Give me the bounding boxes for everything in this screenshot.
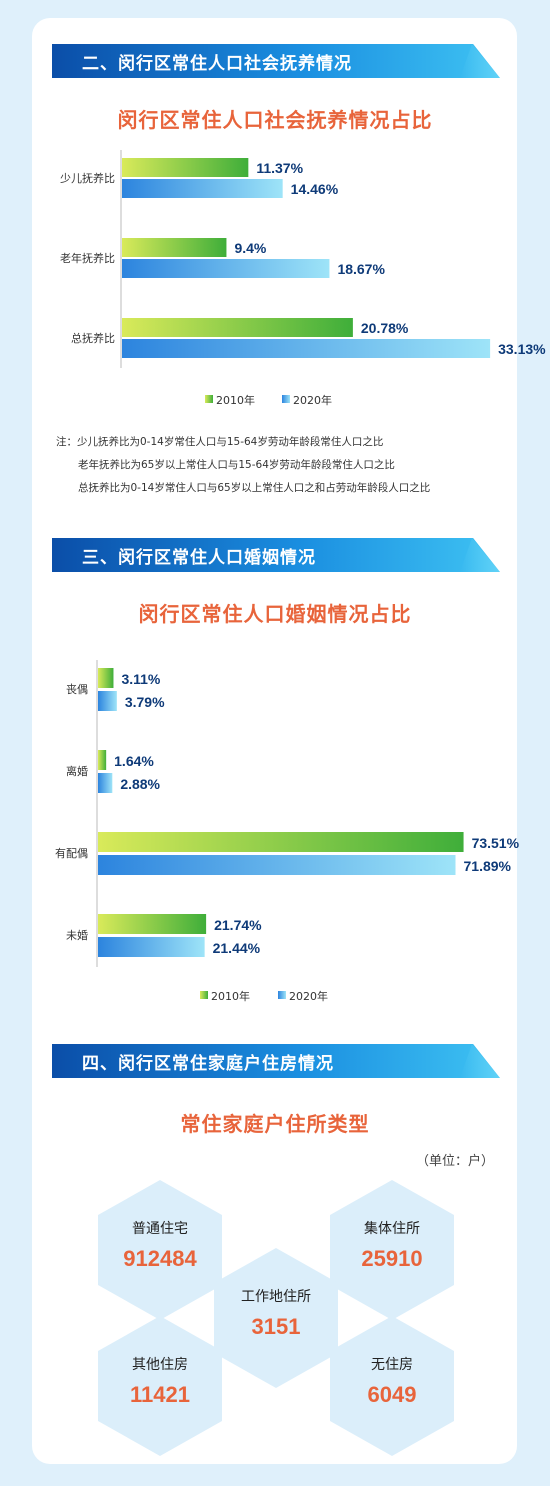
value-label: 33.13%	[498, 341, 546, 357]
note-line-2: 老年抚养比为65岁以上常住人口与15-64岁劳动年龄段常住人口之比	[78, 459, 395, 471]
housing-label: 集体住所	[364, 1221, 420, 1237]
category-label: 少儿抚养比	[60, 171, 115, 185]
legend-label: 2020年	[289, 989, 328, 1003]
legend-swatch-2020	[282, 395, 290, 403]
housing-label: 无住房	[371, 1357, 413, 1373]
note-line-1: 注：少儿抚养比为0-14岁常住人口与15-64岁劳动年龄段常住人口之比	[56, 436, 384, 448]
value-label: 11.37%	[256, 160, 303, 176]
chart-title-housing: 常住家庭户住所类型	[180, 1112, 370, 1136]
category-label: 总抚养比	[71, 331, 115, 345]
category-label: 有配偶	[55, 846, 88, 860]
bar-2010	[98, 914, 207, 934]
bar-2020	[122, 339, 491, 358]
value-label: 9.4%	[234, 240, 266, 256]
housing-value: 11421	[130, 1382, 190, 1407]
category-label: 丧偶	[66, 683, 88, 696]
bar-2020	[122, 259, 330, 278]
legend-swatch-2010	[205, 395, 213, 403]
unit-label: （单位：户）	[415, 1154, 494, 1169]
value-label: 71.89%	[464, 858, 512, 874]
housing-value: 912484	[123, 1246, 197, 1271]
category-label: 离婚	[66, 764, 88, 778]
value-label: 21.44%	[213, 940, 261, 956]
housing-label: 其他住房	[132, 1357, 188, 1373]
value-label: 73.51%	[472, 835, 520, 851]
bar-2010	[122, 238, 227, 257]
value-label: 21.74%	[214, 917, 262, 933]
section-banner-marriage: 三、闵行区常住人口婚姻情况	[52, 538, 500, 572]
value-label: 3.11%	[121, 671, 160, 687]
housing-value: 3151	[251, 1314, 301, 1339]
category-label: 未婚	[66, 928, 88, 942]
chart-title-marriage: 闵行区常住人口婚姻情况占比	[138, 602, 412, 626]
bar-2020	[122, 179, 283, 198]
bar-2010	[98, 832, 464, 852]
housing-hex-collective: 集体住所 25910	[330, 1180, 454, 1320]
bar-2010	[122, 318, 353, 337]
section-banner-text: 四、闵行区常住家庭户住房情况	[82, 1053, 334, 1074]
dependency-ratio-chart: 少儿抚养比 11.37% 14.46% 老年抚养比 9.4% 18.67% 总抚养比 20.7…	[60, 150, 546, 407]
legend-label: 2020年	[293, 393, 332, 407]
housing-hex-other: 其他住房 11421	[98, 1316, 222, 1456]
bar-2020	[98, 937, 205, 957]
bar-2010	[98, 668, 114, 688]
legend-label: 2010年	[211, 989, 250, 1003]
value-label: 20.78%	[361, 320, 409, 336]
housing-value: 25910	[361, 1246, 423, 1271]
value-label: 18.67%	[337, 261, 385, 277]
value-label: 1.64%	[114, 753, 154, 769]
note-line-3: 总抚养比为0-14岁常住人口与65岁以上常住人口之和占劳动年龄段人口之比	[78, 482, 431, 494]
housing-hex-none: 无住房 6049	[330, 1316, 454, 1456]
bar-2020	[98, 773, 113, 793]
section-banner-text: 二、闵行区常住人口社会抚养情况	[82, 53, 352, 74]
marital-status-chart: 丧偶 3.11% 3.79% 离婚 1.64% 2.88% 有配偶 73.51% 71.89% 未…	[55, 660, 520, 1003]
category-label: 老年抚养比	[60, 251, 115, 265]
housing-label: 工作地住所	[241, 1289, 311, 1305]
value-label: 14.46%	[291, 181, 339, 197]
bar-2020	[98, 855, 456, 875]
section-banner-dependency: 二、闵行区常住人口社会抚养情况	[52, 44, 500, 78]
legend-label: 2010年	[216, 393, 255, 407]
value-label: 2.88%	[120, 776, 160, 792]
chart-title-dependency: 闵行区常住人口社会抚养情况占比	[117, 108, 433, 132]
bar-2020	[98, 691, 117, 711]
housing-label: 普通住宅	[132, 1221, 188, 1237]
legend-swatch-2010	[200, 991, 208, 999]
section-banner-text: 三、闵行区常住人口婚姻情况	[82, 547, 316, 568]
section-banner-housing: 四、闵行区常住家庭户住房情况	[52, 1044, 500, 1078]
bar-2010	[98, 750, 107, 770]
value-label: 3.79%	[125, 694, 165, 710]
legend-swatch-2020	[278, 991, 286, 999]
housing-hex-ordinary: 普通住宅 912484	[98, 1180, 222, 1320]
bar-2010	[122, 158, 249, 177]
housing-hex-workplace: 工作地住所 3151	[214, 1248, 338, 1388]
housing-value: 6049	[367, 1382, 417, 1407]
